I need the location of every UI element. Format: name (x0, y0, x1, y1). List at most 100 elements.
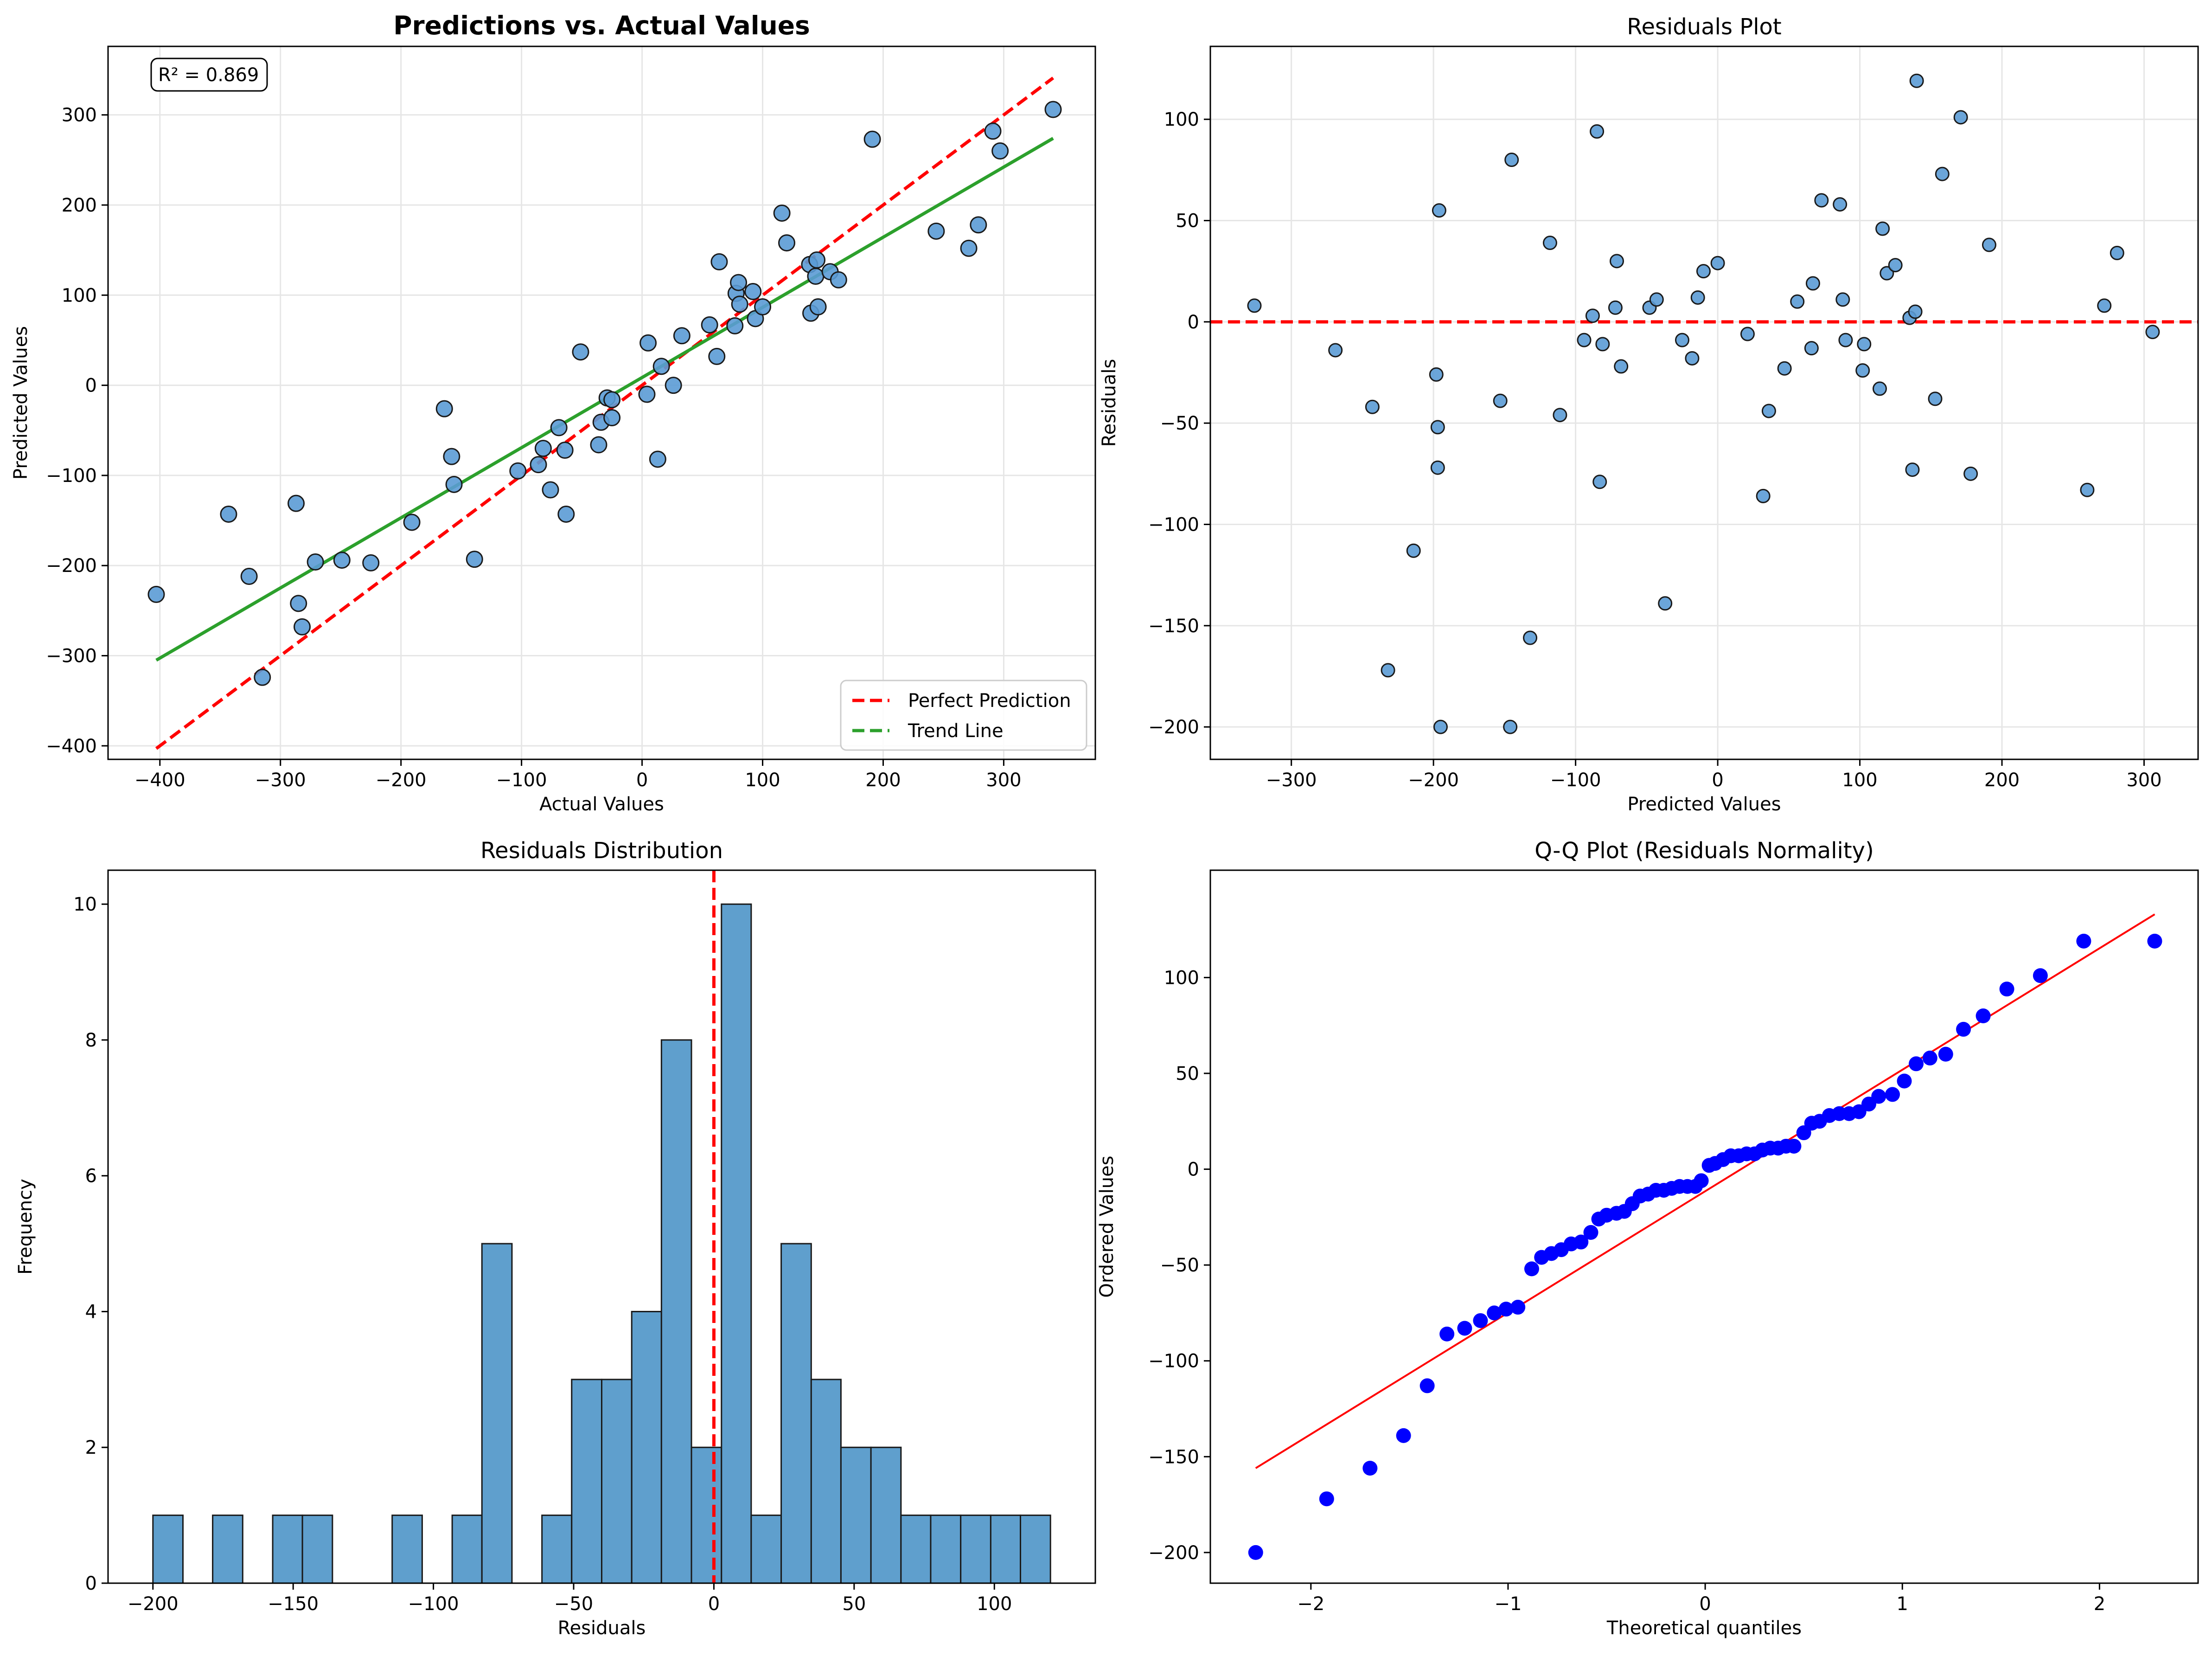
axes-frame (1209, 869, 2199, 1584)
scatter-point (288, 494, 305, 512)
histogram-bar (780, 1243, 812, 1583)
scatter-point (1503, 719, 1518, 734)
x-tick-label: 100 (745, 770, 780, 791)
y-tick-label: 300 (62, 105, 97, 126)
scatter-point (1523, 630, 1538, 645)
scatter-point (809, 298, 827, 316)
histogram-bar (900, 1515, 932, 1583)
x-tick-label: −400 (134, 770, 185, 791)
qq-point (1999, 982, 2014, 997)
y-axis-label: Residuals (1099, 359, 1120, 447)
histogram-bar (481, 1243, 513, 1583)
scatter-point (1614, 359, 1629, 374)
residuals-distribution-panel: −200 −150 −100 −50 0 50 100 0 2 4 6 8 10 Residuals Di… (15, 838, 1096, 1639)
scatter-point (1790, 294, 1805, 309)
scatter-point (1963, 466, 1978, 481)
histogram-bar (990, 1515, 1022, 1583)
scatter-point (435, 400, 453, 417)
histogram-bar (541, 1515, 573, 1583)
histogram-bar (840, 1446, 872, 1583)
scatter-point (2080, 482, 2095, 497)
r-squared-box (150, 58, 268, 92)
qq-point (1510, 1300, 1526, 1315)
scatter-point (1553, 408, 1567, 423)
scatter-point (572, 343, 589, 361)
axes-frame (107, 869, 1096, 1584)
scatter-point (1855, 363, 1870, 378)
x-tick-label: 300 (2126, 770, 2161, 791)
y-axis-label: Predicted Values (10, 326, 32, 480)
qq-point (2147, 933, 2162, 949)
scatter-point (403, 513, 421, 531)
y-tick-label: −100 (46, 465, 97, 487)
scatter-point (2097, 298, 2112, 313)
scatter-point (1542, 236, 1557, 250)
chart-title: Predictions vs. Actual Values (393, 11, 810, 40)
x-tick-label: −200 (128, 1593, 179, 1615)
qq-point (2076, 933, 2091, 949)
qq-point (1419, 1378, 1435, 1393)
x-tick-label: 200 (1984, 770, 2020, 791)
y-tick-label: −50 (1160, 1255, 1199, 1276)
histogram-bar (152, 1515, 184, 1583)
x-tick-label: 1 (1897, 1593, 1908, 1615)
scatter-point (708, 347, 726, 365)
scatter-point (1592, 475, 1607, 489)
scatter-point (1685, 351, 1700, 366)
legend-box (840, 680, 1087, 751)
histogram-bar (750, 1515, 782, 1583)
qq-point (1573, 1234, 1589, 1250)
scatter-point (991, 142, 1009, 160)
plot-area (1210, 73, 2198, 734)
scatter-point (1585, 308, 1600, 323)
x-tick-label: −100 (1550, 770, 1601, 791)
histogram-bar (690, 1446, 722, 1583)
x-tick-label: −150 (268, 1593, 319, 1615)
qq-point (1583, 1225, 1598, 1240)
scatter-point (731, 295, 748, 313)
scatter-point (710, 253, 728, 270)
scatter-point (307, 553, 324, 571)
chart-title: Q-Q Plot (Residuals Normality) (1534, 838, 1874, 864)
x-tick-label: −2 (1297, 1593, 1324, 1615)
scatter-point (556, 442, 574, 459)
y-tick-label: 100 (1164, 109, 1199, 130)
scatter-point (1872, 381, 1887, 396)
scatter-point (254, 668, 271, 686)
scatter-point (744, 283, 762, 301)
histogram-bar (810, 1379, 842, 1583)
scatter-point (1814, 193, 1829, 208)
y-tick-label: 100 (62, 285, 97, 306)
scatter-point (863, 130, 881, 148)
qq-plot-panel: −2 −1 0 1 2 −200 −150 −100 −50 0 50 100 Q-Q Plot (Re… (1096, 838, 2199, 1639)
scatter-point (1610, 254, 1624, 269)
histogram-bar (631, 1310, 662, 1583)
x-axis-label: Predicted Values (1627, 794, 1781, 815)
scatter-point (830, 271, 847, 289)
scatter-point (1044, 101, 1062, 118)
scatter-point (2145, 325, 2160, 340)
scatter-point (1365, 399, 1380, 414)
qq-point (1786, 1138, 1802, 1154)
scatter-point (1247, 298, 1262, 313)
x-tick-label: −200 (376, 770, 427, 791)
scatter-point (778, 234, 796, 252)
y-tick-label: 50 (1176, 211, 1199, 232)
x-tick-label: 50 (842, 1593, 866, 1615)
y-tick-label: 50 (1176, 1063, 1199, 1085)
chart-title: Residuals Plot (1627, 14, 1781, 40)
scatter-point (665, 377, 682, 394)
x-tick-label: 300 (986, 770, 1021, 791)
y-axis-label: Frequency (15, 1179, 36, 1275)
y-tick-label: 6 (85, 1166, 97, 1187)
scatter-point (1504, 153, 1519, 167)
axes-frame (107, 45, 1096, 760)
scatter-point (1590, 124, 1605, 139)
histogram-bar (212, 1515, 243, 1583)
x-tick-label: −300 (1266, 770, 1317, 791)
histogram-bar (930, 1515, 962, 1583)
scatter-point (466, 551, 483, 568)
histogram-bar (272, 1515, 303, 1583)
scatter-point (603, 409, 621, 427)
scatter-point (557, 505, 575, 523)
